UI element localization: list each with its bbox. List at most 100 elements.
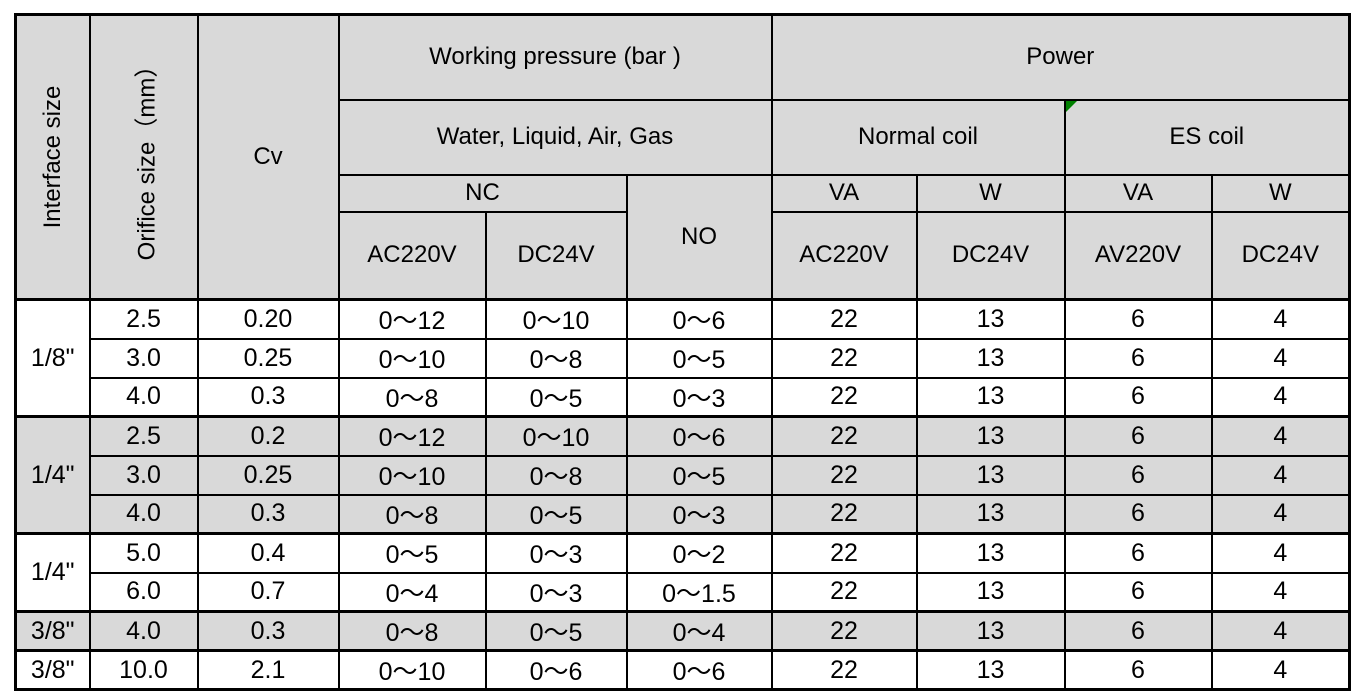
no-cell: 0～5 [625, 337, 773, 379]
no-cell: 0～3 [625, 376, 773, 418]
nc-dc24v-cell: 0～5 [484, 376, 628, 418]
header-row-3: NC NO VA W VA W [16, 173, 1351, 301]
es-va-cell: 6 [1063, 649, 1213, 691]
cv-cell: 0.3 [196, 493, 340, 535]
nc-ac220v-cell: 0～12 [337, 298, 487, 340]
nc-ac220v-cell: 0～4 [337, 571, 487, 613]
normal-va-cell: 22 [770, 610, 918, 652]
no-cell: 0～1.5 [625, 571, 773, 613]
table-row: 3.0 0.25 0～10 0～8 0～5 22 13 6 4 [16, 337, 1351, 379]
nc-ac220v-cell: 0～8 [337, 493, 487, 535]
green-corner-marker-icon [1065, 100, 1077, 112]
header-cv: Cv [196, 13, 340, 301]
header-normal-w-unit: W [915, 173, 1066, 213]
es-va-cell: 6 [1063, 376, 1213, 418]
table-row: 4.0 0.3 0～8 0～5 0～3 22 13 6 4 [16, 493, 1351, 535]
normal-w-cell: 13 [915, 571, 1066, 613]
header-row-2: Water, Liquid, Air, Gas Normal coil ES c… [16, 98, 1351, 176]
es-va-cell: 6 [1063, 610, 1213, 652]
orifice-cell: 5.0 [88, 532, 199, 574]
interface-size-label: Interface size [38, 85, 66, 229]
valve-spec-table: Interface size Orifice size（mm） Cv Worki… [14, 13, 1352, 691]
interface-size-cell: 3/8" [14, 649, 91, 691]
normal-w-cell: 13 [915, 649, 1066, 691]
interface-size-cell: 1/4" [14, 415, 91, 535]
es-coil-label: ES coil [1169, 123, 1245, 150]
orifice-cell: 2.5 [88, 298, 199, 340]
es-va-cell: 6 [1063, 415, 1213, 457]
normal-va-cell: 22 [770, 454, 918, 496]
header-normal-va-unit: VA [770, 173, 918, 213]
interface-size-cell: 1/4" [14, 532, 91, 613]
es-w-cell: 4 [1210, 610, 1351, 652]
nc-ac220v-cell: 0～5 [337, 532, 487, 574]
normal-va-cell: 22 [770, 532, 918, 574]
no-cell: 0～6 [625, 415, 773, 457]
es-w-cell: 4 [1210, 415, 1351, 457]
no-cell: 0～5 [625, 454, 773, 496]
es-va-cell: 6 [1063, 571, 1213, 613]
table-row: 3.0 0.25 0～10 0～8 0～5 22 13 6 4 [16, 454, 1351, 496]
cv-cell: 0.3 [196, 376, 340, 418]
header-nc: NC [337, 173, 628, 213]
header-nc-dc24v: DC24V [484, 210, 628, 301]
header-es-dc24v: DC24V [1210, 210, 1351, 301]
es-w-cell: 4 [1210, 571, 1351, 613]
table-row: 3/8" 10.0 2.1 0～10 0～6 0～6 22 13 6 4 [14, 649, 1351, 691]
orifice-cell: 2.5 [88, 415, 199, 457]
es-w-cell: 4 [1210, 337, 1351, 379]
normal-w-cell: 13 [915, 376, 1066, 418]
es-va-cell: 6 [1063, 337, 1213, 379]
header-power: Power [770, 13, 1351, 101]
nc-dc24v-cell: 0～8 [484, 454, 628, 496]
nc-dc24v-cell: 0～8 [484, 337, 628, 379]
header-row-1: Interface size Orifice size（mm） Cv Worki… [14, 13, 1351, 301]
no-cell: 0～4 [625, 610, 773, 652]
es-va-cell: 6 [1063, 298, 1213, 340]
normal-w-cell: 13 [915, 610, 1066, 652]
no-cell: 0～2 [625, 532, 773, 574]
nc-dc24v-cell: 0～10 [484, 415, 628, 457]
orifice-cell: 4.0 [88, 610, 199, 652]
cv-cell: 2.1 [196, 649, 340, 691]
es-w-cell: 4 [1210, 649, 1351, 691]
table-row: 6.0 0.7 0～4 0～3 0～1.5 22 13 6 4 [16, 571, 1351, 613]
cv-cell: 0.25 [196, 454, 340, 496]
table-row: 1/4" 5.0 0.4 0～5 0～3 0～2 22 13 6 4 [14, 532, 1351, 613]
header-interface-size: Interface size [14, 13, 91, 301]
es-va-cell: 6 [1063, 493, 1213, 535]
normal-va-cell: 22 [770, 376, 918, 418]
header-normal-ac220v: AC220V [770, 210, 918, 301]
header-es-w-unit: W [1210, 173, 1351, 213]
cv-cell: 0.20 [196, 298, 340, 340]
orifice-cell: 10.0 [88, 649, 199, 691]
es-w-cell: 4 [1210, 532, 1351, 574]
header-es-va-unit: VA [1063, 173, 1213, 213]
nc-dc24v-cell: 0～3 [484, 571, 628, 613]
header-es-av220v: AV220V [1063, 210, 1213, 301]
orifice-size-label: Orifice size（mm） [133, 53, 160, 261]
cv-cell: 0.2 [196, 415, 340, 457]
header-nc-ac220v: AC220V [337, 210, 487, 301]
normal-w-cell: 13 [915, 532, 1066, 574]
header-row-4: AC220V DC24V AC220V DC24V AV220V DC24V [16, 210, 1351, 301]
table-row: 3/8" 4.0 0.3 0～8 0～5 0～4 22 13 6 4 [14, 610, 1351, 652]
es-va-cell: 6 [1063, 532, 1213, 574]
normal-va-cell: 22 [770, 415, 918, 457]
nc-ac220v-cell: 0～10 [337, 649, 487, 691]
normal-w-cell: 13 [915, 454, 1066, 496]
nc-dc24v-cell: 0～5 [484, 610, 628, 652]
nc-ac220v-cell: 0～8 [337, 376, 487, 418]
normal-w-cell: 13 [915, 298, 1066, 340]
nc-ac220v-cell: 0～10 [337, 337, 487, 379]
table-row: 1/8" 2.5 0.20 0～12 0～10 0～6 22 13 6 4 [14, 298, 1351, 418]
nc-dc24v-cell: 0～6 [484, 649, 628, 691]
header-normal-coil: Normal coil [770, 98, 1066, 176]
table-row: 1/4" 2.5 0.2 0～12 0～10 0～6 22 13 6 4 [14, 415, 1351, 535]
normal-w-cell: 13 [915, 337, 1066, 379]
header-working-pressure: Working pressure (bar ) [337, 13, 773, 101]
normal-w-cell: 13 [915, 415, 1066, 457]
table-row: 4.0 0.3 0～8 0～5 0～3 22 13 6 4 [16, 376, 1351, 418]
table-body: 1/8" 2.5 0.20 0～12 0～10 0～6 22 13 6 4 3.… [14, 298, 1351, 691]
es-va-cell: 6 [1063, 454, 1213, 496]
